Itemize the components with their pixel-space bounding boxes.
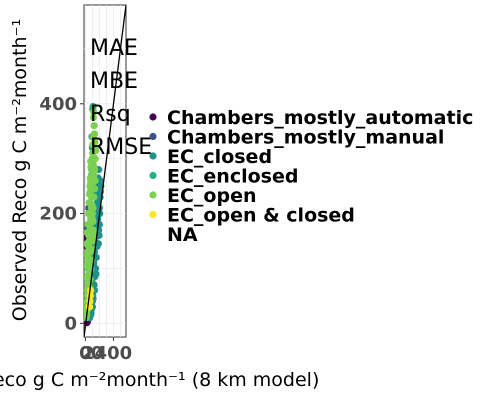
data-point xyxy=(90,122,98,130)
y-tick-label: 200 xyxy=(39,204,77,225)
data-point xyxy=(87,215,95,223)
data-point xyxy=(84,229,91,237)
metric-label: MAE xyxy=(90,36,138,61)
metric-label: RMSE xyxy=(90,135,152,160)
legend: Chambers_mostly_automaticChambers_mostly… xyxy=(149,107,473,246)
legend-key xyxy=(149,113,157,121)
data-point xyxy=(85,303,93,311)
y-axis-title: Observed Reco g C m⁻²month⁻¹ xyxy=(9,19,31,321)
data-point xyxy=(89,113,98,122)
data-point xyxy=(90,163,98,171)
legend-key xyxy=(149,210,157,219)
data-point xyxy=(84,240,91,248)
x-axis-title: Reco g C m⁻²month⁻¹ (8 km model) xyxy=(0,369,319,391)
data-point xyxy=(87,204,95,212)
data-point xyxy=(84,209,93,218)
data-point xyxy=(89,141,97,149)
data-point xyxy=(84,220,92,229)
data-point xyxy=(89,171,97,179)
data-point xyxy=(91,155,99,163)
data-point xyxy=(92,146,100,155)
x-tick-label: 400 xyxy=(95,343,133,364)
metric-label: MBE xyxy=(90,69,138,94)
legend-key xyxy=(149,132,157,141)
data-point xyxy=(90,229,98,237)
data-point xyxy=(84,262,90,270)
x-tick-label: 0 xyxy=(91,343,104,364)
data-point xyxy=(87,286,95,294)
legend-key xyxy=(149,152,157,160)
legend-key xyxy=(149,171,157,180)
legend-label: Chambers_mostly_automatic xyxy=(167,107,473,129)
data-point xyxy=(84,251,91,259)
legend-label: NA xyxy=(167,224,198,246)
legend-label: EC_enclosed xyxy=(167,166,298,188)
data-point xyxy=(86,275,94,283)
data-point xyxy=(90,185,99,193)
legend-label: EC_closed xyxy=(167,146,272,168)
data-point xyxy=(85,198,93,207)
y-tick-label: 400 xyxy=(39,94,77,115)
y-tick-label: 0 xyxy=(64,313,77,334)
metrics-annotation: MAE MBE Rsq RMSE xyxy=(90,36,152,160)
metric-label: Rsq xyxy=(90,102,131,127)
legend-label: Chambers_mostly_manual xyxy=(167,127,444,149)
data-points xyxy=(84,102,105,327)
data-point xyxy=(88,245,96,253)
data-point xyxy=(90,108,98,116)
reference-line xyxy=(84,5,126,337)
data-point xyxy=(89,133,97,141)
x-tick-label: 0 xyxy=(79,343,92,364)
y-axis-ticks: 0 200 400 xyxy=(39,94,84,334)
data-point xyxy=(86,190,94,198)
x-tick-label: 2 xyxy=(82,343,95,364)
legend-key xyxy=(149,191,157,199)
data-point xyxy=(88,179,96,187)
legend-label: EC_open & closed xyxy=(167,205,355,227)
data-point xyxy=(89,237,97,245)
legend-label: EC_open xyxy=(167,185,257,207)
